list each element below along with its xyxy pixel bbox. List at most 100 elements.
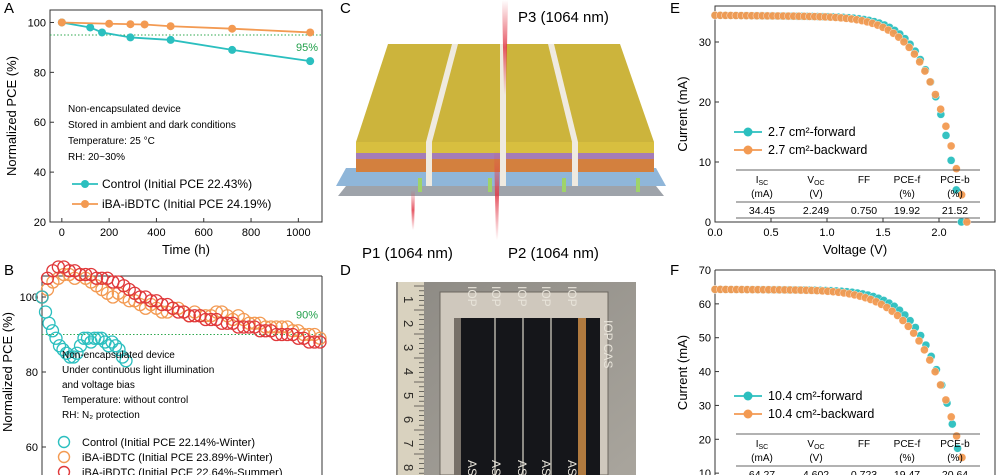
data-point [108, 339, 123, 353]
y-tick-label: 20 [699, 97, 711, 109]
x-tick-label: 1000 [286, 227, 310, 239]
table-header-unit: (%) [899, 189, 915, 200]
data-point [38, 305, 53, 319]
data-point [45, 324, 60, 338]
data-point [105, 335, 119, 349]
iv-point [904, 322, 913, 331]
iv-point [904, 43, 914, 52]
ruler-number: 5 [401, 392, 416, 399]
data-point [115, 350, 130, 364]
iv-point [925, 355, 934, 365]
data-point [57, 18, 66, 27]
y-axis-label: Normalized PCE (%) [4, 56, 19, 176]
table-header-main: PCE-f [894, 439, 921, 450]
ruler-number: 8 [401, 464, 416, 471]
y-tick-label: 60 [34, 117, 46, 129]
iv-point [952, 185, 961, 195]
iv-point [936, 105, 945, 114]
scribe-front-2 [500, 142, 506, 186]
data-point [91, 331, 105, 345]
p1-mark-4 [636, 178, 640, 192]
scribe-line-1 [426, 44, 458, 142]
table-header-main: FF [858, 175, 870, 186]
data-point [140, 20, 149, 29]
legend-label: 2.7 cm²-forward [768, 125, 856, 139]
p1-mark-2 [488, 178, 492, 192]
data-point [126, 20, 135, 29]
data-point [77, 331, 91, 345]
y-axis-label: Current (mA) [675, 335, 690, 410]
data-point [253, 324, 267, 338]
iv-point [930, 367, 940, 376]
y-tick-label: 100 [28, 17, 46, 29]
scribe-line-3 [548, 44, 578, 142]
iv-point [941, 122, 951, 131]
legend-label: 10.4 cm²-forward [768, 389, 863, 403]
x-tick-label: 1.5 [875, 227, 890, 239]
data-point [237, 320, 251, 334]
ruler-number: 3 [401, 344, 416, 351]
y-tick-label: 100 [20, 292, 38, 304]
annotation-line: Non-encapsulated device [62, 350, 175, 361]
legend-marker [57, 465, 71, 475]
plot-frame [714, 5, 996, 223]
table-value: 34.45 [749, 205, 775, 217]
iv-point [946, 156, 956, 165]
legend-marker [743, 127, 753, 137]
data-point [166, 22, 175, 31]
panel-letter-b: B [4, 262, 14, 279]
table-header-unit: (V) [809, 453, 822, 464]
data-point [73, 267, 87, 282]
data-point [66, 350, 81, 364]
series-line [61, 21, 311, 63]
y-tick-label: 10 [699, 157, 711, 169]
iv-point [957, 190, 966, 199]
y-tick-label: 60 [699, 299, 711, 311]
iv-point [920, 66, 930, 76]
iv-point [914, 336, 924, 346]
scribing-diagram: P3 (1064 nm) P1 (1064 nm) P2 (1064 nm) [336, 0, 666, 262]
data-point [306, 57, 315, 66]
x-tick-label: 0.0 [707, 227, 722, 239]
y-tick-label: 0 [705, 217, 711, 229]
table-value: 19.92 [894, 205, 920, 217]
laser-beam-p2 [494, 150, 500, 240]
ruler-number: 6 [401, 416, 416, 423]
table-header-main: V [807, 175, 814, 186]
table-header-unit: (mA) [751, 189, 773, 200]
y-tick-label: 40 [34, 167, 46, 179]
ruler-number: 2 [401, 320, 416, 327]
ruler-number: 4 [401, 368, 416, 375]
table-header: PCE-f [894, 175, 921, 186]
data-point [80, 331, 95, 345]
data-point [89, 271, 104, 285]
iv-point [948, 419, 957, 429]
annotation-line: and voltage bias [62, 380, 135, 391]
table-header-subscript: SC [759, 180, 769, 187]
scribe-photo-3 [550, 318, 552, 475]
chart-e-iv-small: 0.0 0.5 1.0 1.5 2.0 Voltage (V) 0 10 20 30 Current… [675, 5, 996, 257]
legend-marker [81, 200, 89, 208]
iv-point [962, 217, 972, 227]
annotation-line: Under continuous light illumination [62, 365, 214, 376]
data-point [59, 346, 74, 360]
x-axis-label: Time (h) [162, 242, 210, 257]
data-point [198, 312, 213, 327]
table-header-unit: (%) [947, 453, 963, 464]
p1-mark-3 [562, 178, 566, 192]
table-header-subscript: OC [814, 180, 825, 187]
iv-point [899, 37, 909, 47]
iv-point [946, 141, 956, 151]
reference-label: 95% [296, 42, 318, 54]
chart-f-iv-large: 10 20 30 40 50 60 70 Current (mA) 10.4 cm²-forwa… [675, 265, 996, 475]
data-point [307, 335, 322, 349]
table-header: ISC [756, 175, 769, 187]
data-point [119, 354, 133, 368]
x-tick-label: 600 [195, 227, 213, 239]
data-point [215, 316, 229, 330]
iv-point [957, 453, 967, 462]
table-header-subscript: OC [814, 444, 825, 451]
data-point [49, 331, 63, 345]
table-header-unit: (mA) [751, 453, 773, 464]
